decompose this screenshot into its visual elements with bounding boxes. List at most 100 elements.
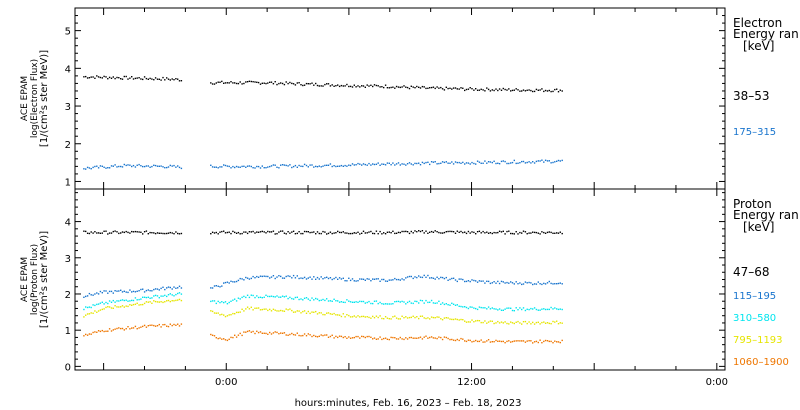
data-point <box>452 339 455 341</box>
data-point <box>401 230 403 233</box>
data-point <box>116 327 118 330</box>
data-point <box>120 327 122 330</box>
data-point <box>296 310 298 312</box>
data-point <box>364 86 366 88</box>
data-point <box>237 334 240 336</box>
data-point <box>349 85 352 88</box>
data-point <box>480 339 482 341</box>
data-point <box>528 321 530 323</box>
data-point <box>377 162 379 164</box>
data-point <box>364 316 366 318</box>
data-point <box>160 287 162 290</box>
data-point <box>537 160 539 162</box>
data-point <box>280 82 282 84</box>
x-tick-label: 0:00 <box>215 377 237 388</box>
data-point <box>169 286 171 289</box>
data-point <box>434 317 436 319</box>
data-point <box>454 87 457 89</box>
data-point <box>366 316 368 318</box>
data-point <box>458 305 460 307</box>
data-point <box>504 160 506 163</box>
legend-title: Proton <box>733 197 772 211</box>
data-point <box>224 82 227 84</box>
data-point <box>372 163 374 165</box>
data-point <box>373 84 376 86</box>
data-point <box>368 162 370 165</box>
data-point <box>285 308 287 310</box>
data-point <box>88 292 91 295</box>
data-point <box>487 321 490 323</box>
data-point <box>405 230 407 233</box>
data-point <box>134 325 137 328</box>
data-point <box>526 282 528 284</box>
data-point <box>320 166 322 168</box>
data-point <box>372 315 374 318</box>
legend-unit: [keV] <box>743 220 774 234</box>
data-point <box>326 83 328 85</box>
data-point <box>467 339 470 341</box>
data-point <box>99 290 102 293</box>
data-point <box>256 307 258 309</box>
data-point <box>554 307 556 309</box>
data-point <box>414 230 416 232</box>
data-point <box>519 340 521 342</box>
data-point <box>175 287 177 289</box>
data-point <box>235 232 238 234</box>
data-point <box>361 164 363 166</box>
data-point <box>274 296 276 298</box>
data-point <box>513 233 515 235</box>
data-point <box>153 164 155 166</box>
data-point <box>379 301 381 304</box>
data-point <box>213 166 216 168</box>
data-point <box>289 296 291 299</box>
data-point <box>462 319 464 321</box>
data-point <box>246 330 249 333</box>
data-point <box>129 164 131 166</box>
data-point <box>281 164 284 166</box>
data-point <box>221 80 223 83</box>
data-point <box>85 306 87 308</box>
data-point <box>338 231 341 234</box>
data-point <box>498 308 501 310</box>
data-point <box>370 84 372 86</box>
data-point <box>136 231 138 233</box>
data-point <box>175 324 177 326</box>
data-point <box>491 161 493 164</box>
data-point <box>278 333 280 335</box>
data-point <box>228 82 230 84</box>
data-point <box>392 336 394 339</box>
data-point <box>366 278 368 280</box>
data-point <box>246 81 249 83</box>
data-point <box>379 336 381 338</box>
data-point <box>250 306 252 308</box>
data-point <box>394 315 396 317</box>
data-point <box>460 305 462 308</box>
data-point <box>416 162 418 165</box>
data-point <box>256 165 258 168</box>
data-point <box>480 306 482 309</box>
x-axis-label: hours:minutes, Feb. 16, 2023 – Feb. 18, … <box>295 398 522 409</box>
data-point <box>475 280 477 282</box>
data-point <box>221 313 223 316</box>
data-point <box>169 300 171 303</box>
data-point <box>90 231 92 233</box>
data-point <box>381 233 383 235</box>
data-point <box>235 82 238 85</box>
data-point <box>132 290 135 293</box>
data-point <box>438 300 440 302</box>
data-point <box>349 337 352 339</box>
data-point <box>539 160 541 162</box>
data-point <box>476 231 479 233</box>
data-point <box>454 161 457 163</box>
data-point <box>471 319 473 321</box>
data-point <box>131 327 133 329</box>
data-point <box>167 232 170 234</box>
data-point <box>519 322 521 324</box>
data-point <box>256 330 258 332</box>
data-point <box>557 159 560 162</box>
data-point <box>289 232 291 234</box>
data-point <box>377 233 379 235</box>
data-point <box>120 299 122 302</box>
data-point <box>292 165 295 168</box>
data-point <box>283 296 286 298</box>
